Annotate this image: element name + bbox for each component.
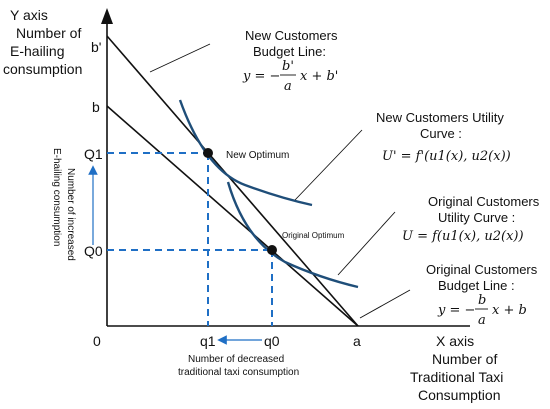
orig-budget-eq-den: a bbox=[478, 313, 486, 328]
new-utility-leader bbox=[294, 129, 363, 201]
original-budget-line bbox=[106, 105, 359, 327]
decrease-annotation-1: Number of decreased bbox=[188, 354, 284, 365]
new-utility-eq: U' = f'(u1(x), u2(x)) bbox=[382, 149, 511, 164]
orig-utility-title-1: Original Customers bbox=[428, 194, 540, 209]
orig-budget-eq-num: b bbox=[478, 293, 486, 308]
new-budget-title-1: New Customers bbox=[245, 28, 338, 43]
decrease-annotation-2: traditional taxi consumption bbox=[178, 367, 299, 378]
orig-utility-eq: U = f(u1(x), u2(x)) bbox=[402, 229, 524, 244]
tick-b: b bbox=[92, 99, 100, 115]
tick-a: a bbox=[353, 333, 361, 349]
x-axis-title-3: Traditional Taxi bbox=[410, 369, 503, 385]
new-utility-title-2: Curve : bbox=[420, 126, 462, 141]
y-axis-title-3: E-hailing bbox=[10, 43, 64, 59]
increase-annotation-2: E-hailing consumption bbox=[51, 148, 62, 246]
tick-origin: 0 bbox=[93, 333, 101, 349]
tick-q0-lower: q0 bbox=[264, 333, 280, 349]
orig-budget-title-1: Original Customers bbox=[426, 262, 538, 277]
original-utility-curve bbox=[226, 181, 359, 289]
x-axis-title-1: X axis bbox=[436, 333, 474, 349]
y-axis-title-1: Y axis bbox=[10, 7, 48, 23]
orig-budget-leader bbox=[359, 289, 411, 319]
new-budget-title-2: Budget Line: bbox=[253, 44, 326, 59]
new-budget-eq-lhs: y = − bbox=[242, 69, 280, 84]
new-utility-curve bbox=[178, 99, 313, 207]
orig-utility-title-2: Utility Curve : bbox=[438, 210, 515, 225]
orig-budget-eq-lhs: y = − bbox=[437, 303, 475, 318]
original-optimum-label: Original Optimum bbox=[282, 231, 345, 240]
new-optimum-point bbox=[203, 148, 213, 158]
original-optimum-point bbox=[267, 245, 277, 255]
x-axis-title-4: Consumption bbox=[418, 387, 501, 403]
new-budget-eq-den: a bbox=[284, 79, 292, 94]
new-budget-eq-rhs: x + b' bbox=[300, 69, 338, 84]
increase-annotation-1: Number of increased bbox=[65, 168, 76, 261]
orig-budget-eq-rhs: x + b bbox=[492, 303, 527, 318]
tick-q1-lower: q1 bbox=[200, 333, 216, 349]
new-budget-eq-num: b' bbox=[282, 59, 294, 74]
new-budget-line bbox=[106, 35, 359, 327]
tick-q1-upper: Q1 bbox=[84, 146, 103, 162]
y-axis-arrow-icon bbox=[101, 8, 113, 24]
new-optimum-label: New Optimum bbox=[226, 150, 289, 161]
new-budget-leader bbox=[149, 43, 211, 73]
y-axis-title-2: Number of bbox=[16, 25, 81, 41]
orig-budget-title-2: Budget Line : bbox=[438, 278, 515, 293]
x-axis-title-2: Number of bbox=[432, 351, 497, 367]
tick-b-prime: b' bbox=[91, 39, 101, 55]
orig-utility-leader bbox=[337, 211, 396, 276]
tick-q0-upper: Q0 bbox=[84, 243, 103, 259]
new-utility-title-1: New Customers Utility bbox=[376, 110, 504, 125]
y-axis-title-4: consumption bbox=[3, 61, 82, 77]
